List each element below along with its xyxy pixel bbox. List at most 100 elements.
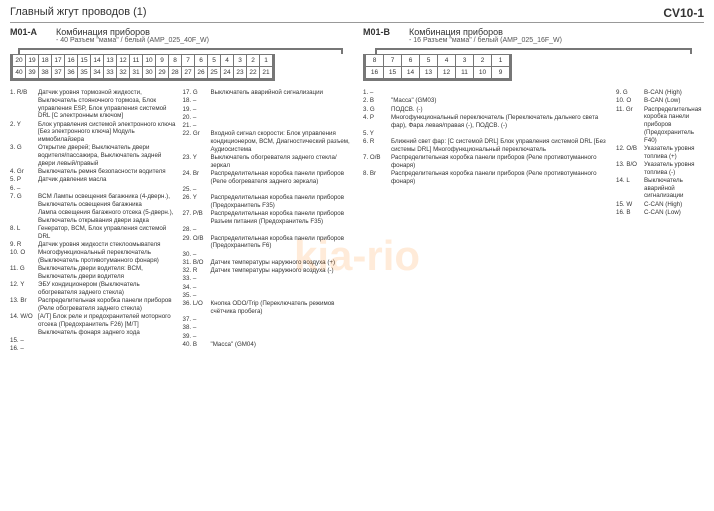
pin-num: 16. B [616, 209, 644, 217]
pin-num: 10. O [10, 249, 38, 265]
pin-row: 22. GrВходной сигнал скорости: Блок упра… [183, 130, 352, 153]
pin-num: 20. – [183, 114, 211, 122]
pin-num [10, 209, 38, 225]
pin-row: 10. OМногофункциональный переключатель (… [10, 249, 179, 265]
conn-cell: 1 [492, 55, 510, 67]
conn-cell: 15 [384, 67, 402, 79]
pin-desc: Распределительная коробка панели приборо… [644, 106, 704, 145]
pin-num: 15. – [10, 337, 38, 345]
pin-row: 5. PДатчик давления масла [10, 176, 179, 184]
pin-desc: Датчик температуры наружного воздуха (+) [211, 259, 352, 267]
pin-desc: Датчик давления масла [38, 176, 179, 184]
pin-num: 12. Y [10, 281, 38, 297]
pin-row: 2. B"Масса" (GM03) [363, 97, 612, 105]
pin-row: 3. GПОДСВ. (-) [363, 106, 612, 114]
pin-num: 40. B [183, 341, 211, 349]
conn-cell: 10 [474, 67, 492, 79]
pin-row: 7. O/BРаспределительная коробка панели п… [363, 154, 612, 170]
conn-cell: 38 [39, 67, 52, 79]
conn-cell: 6 [195, 55, 208, 67]
pin-num: 9. R [10, 241, 38, 249]
pin-desc: Кнопка ODO/Trip (Переключатель режимов с… [211, 300, 352, 316]
pin-num: 25. – [183, 186, 211, 194]
conn-cell: 17 [52, 55, 65, 67]
pin-desc [211, 114, 352, 122]
conn-cell: 21 [260, 67, 273, 79]
pin-num: 18. – [183, 97, 211, 105]
section-title-m01a: Комбинация приборов [56, 27, 351, 37]
conn-cell: 27 [182, 67, 195, 79]
conn-cell: 6 [402, 55, 420, 67]
pin-desc [211, 251, 352, 259]
conn-cell: 28 [169, 67, 182, 79]
pin-desc [391, 130, 612, 138]
pin-num: 3. G [363, 106, 391, 114]
header-title: Главный жгут проводов (1) [10, 6, 147, 20]
conn-cell: 3 [456, 55, 474, 67]
conn-cell: 29 [156, 67, 169, 79]
conn-cell: 34 [91, 67, 104, 79]
section-id-m01a: M01-A [10, 27, 48, 37]
pin-desc [211, 186, 352, 194]
pin-desc: Выключатель аварийной сигнализации [644, 177, 704, 200]
pin-desc: Распределительная коробка панели приборо… [211, 170, 352, 186]
pin-row: 15. – [10, 337, 179, 345]
pin-desc: "Масса" (GM03) [391, 97, 612, 105]
conn-cell: 22 [247, 67, 260, 79]
conn-cell: 37 [52, 67, 65, 79]
pin-desc: Распределительная коробка панели приборо… [211, 235, 352, 251]
pin-row: 18. – [183, 97, 352, 105]
pin-desc: Входной сигнал скорости: Блок управления… [211, 130, 352, 153]
pin-num: 8. Br [363, 170, 391, 186]
conn-cell: 2 [247, 55, 260, 67]
pin-num: 13. B/O [616, 161, 644, 177]
pin-row: 30. – [183, 251, 352, 259]
pin-num: 22. Gr [183, 130, 211, 153]
conn-cell: 25 [208, 67, 221, 79]
conn-cell: 36 [65, 67, 78, 79]
pin-row: 31. B/OДатчик температуры наружного возд… [183, 259, 352, 267]
section-sub-m01b: - 16 Разъем "мама" / белый (AMP_025_16F_… [409, 37, 704, 44]
pin-num: 16. – [10, 345, 38, 353]
pin-row: 27. P/BРаспределительная коробка панели … [183, 210, 352, 226]
pin-row: 1. R/BДатчик уровня тормозной жидкости, … [10, 89, 179, 120]
pin-row: 8. BrРаспределительная коробка панели пр… [363, 170, 612, 186]
pin-desc: ПОДСВ. (-) [391, 106, 612, 114]
conn-cell: 33 [104, 67, 117, 79]
conn-cell: 35 [78, 67, 91, 79]
pin-num: 14. L [616, 177, 644, 200]
pin-row: 40. B"Масса" (GM04) [183, 341, 352, 349]
pin-desc: Датчик температуры наружного воздуха (-) [211, 267, 352, 275]
conn-cell: 1 [260, 55, 273, 67]
pin-desc [38, 345, 179, 353]
pin-num: 7. O/B [363, 154, 391, 170]
pin-row: 13. BrРаспределительная коробка панели п… [10, 297, 179, 313]
main-columns: M01-A Комбинация приборов - 40 Разъем "м… [10, 27, 704, 353]
pin-num: 24. Br [183, 170, 211, 186]
pin-row: 6. RБлижний свет фар: [С системой DRL] Б… [363, 138, 612, 154]
conn-cell: 11 [130, 55, 143, 67]
pin-desc: Распределительная коробка панели приборо… [211, 194, 352, 210]
pin-row: 32. RДатчик температуры наружного воздух… [183, 267, 352, 275]
pin-num: 33. – [183, 275, 211, 283]
pin-num: 6. – [10, 185, 38, 193]
pin-desc: B-CAN (High) [644, 89, 704, 97]
section-head-m01a: M01-A Комбинация приборов - 40 Разъем "м… [10, 27, 351, 44]
pin-num: 34. – [183, 284, 211, 292]
pin-desc [211, 333, 352, 341]
conn-cell: 30 [143, 67, 156, 79]
conn-cell: 8 [366, 55, 384, 67]
pin-desc [211, 316, 352, 324]
pin-desc [211, 97, 352, 105]
pin-row: 12. O/BУказатель уровня топлива (+) [616, 145, 704, 161]
pin-row: 4. GrВыключатель ремня безопасности води… [10, 168, 179, 176]
pin-desc: Выключатель двери водителя: BCM, Выключа… [38, 265, 179, 281]
connector-m01b: 87654321161514131211109 [363, 48, 704, 83]
pin-row: 36. L/OКнопка ODO/Trip (Переключатель ре… [183, 300, 352, 316]
conn-cell: 2 [474, 55, 492, 67]
conn-cell: 10 [143, 55, 156, 67]
conn-cell: 18 [39, 55, 52, 67]
conn-cell: 19 [26, 55, 39, 67]
connector-m01a: 2019181716151413121110987654321403938373… [10, 48, 351, 83]
pin-desc: ЭБУ кондиционером (Выключатель обогреват… [38, 281, 179, 297]
